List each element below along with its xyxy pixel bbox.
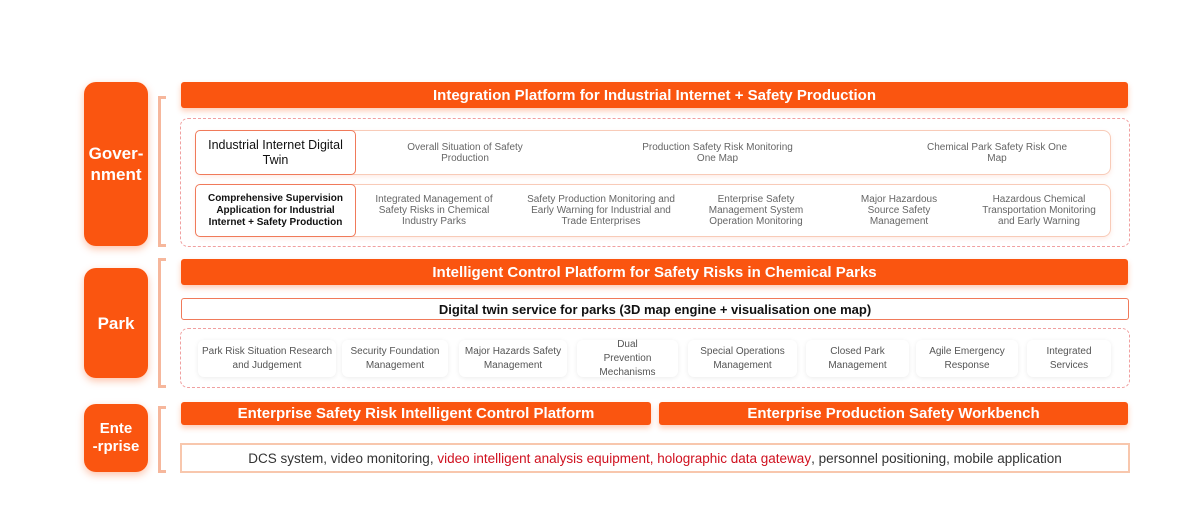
park-digital-twin-service: Digital twin service for parks (3D map e…: [181, 298, 1129, 320]
tier-label-enterprise: Ente -rprise: [84, 404, 148, 472]
park-item: Park Risk Situation Research and Judgeme…: [198, 340, 336, 377]
row2-item: Safety Production Monitoring and Early W…: [527, 194, 675, 227]
park-item: Major Hazards Safety Management: [459, 340, 567, 377]
row1-item: Production Safety Risk Monitoring One Ma…: [642, 141, 793, 164]
enterprise-systems-box: DCS system, video monitoring, video inte…: [180, 443, 1130, 473]
bracket-government: [158, 96, 166, 247]
row2-item: Major Hazardous Source Safety Management: [860, 194, 938, 227]
row2-item: Hazardous Chemical Transportation Monito…: [982, 194, 1096, 227]
systems-text-highlight: video intelligent analysis equipment, ho…: [437, 450, 812, 466]
row1-item: Overall Situation of Safety Production: [407, 141, 523, 164]
enterprise-risk-platform-bar: Enterprise Safety Risk Intelligent Contr…: [181, 402, 651, 425]
park-item: Agile Emergency Response: [916, 340, 1018, 377]
park-item: Closed Park Management: [806, 340, 909, 377]
row-title-supervision: Comprehensive Supervision Application fo…: [195, 184, 356, 237]
row2-item: Enterprise Safety Management System Oper…: [708, 194, 804, 227]
government-dashed-group: [180, 118, 1130, 247]
systems-text: , personnel positioning, mobile applicat…: [811, 450, 1062, 466]
park-platform-bar: Intelligent Control Platform for Safety …: [181, 259, 1128, 285]
row-title-digital-twin: Industrial Internet Digital Twin: [195, 130, 356, 175]
bracket-park: [158, 258, 166, 388]
row2-item: Integrated Management of Safety Risks in…: [375, 194, 493, 227]
park-item: Integrated Services: [1027, 340, 1111, 377]
tier-label-government: Gover- nment: [84, 82, 148, 246]
row1-item: Chemical Park Safety Risk One Map: [926, 141, 1068, 164]
government-platform-bar: Integration Platform for Industrial Inte…: [181, 82, 1128, 108]
park-item: Dual Prevention Mechanisms: [577, 339, 678, 378]
systems-text: DCS system, video monitoring,: [248, 450, 438, 466]
park-item: Special Operations Management: [688, 340, 797, 377]
park-dashed-group: [180, 328, 1130, 388]
park-item: Security Foundation Management: [342, 340, 448, 377]
bracket-enterprise: [158, 406, 166, 473]
enterprise-workbench-bar: Enterprise Production Safety Workbench: [659, 402, 1128, 425]
tier-label-park: Park: [84, 268, 148, 378]
